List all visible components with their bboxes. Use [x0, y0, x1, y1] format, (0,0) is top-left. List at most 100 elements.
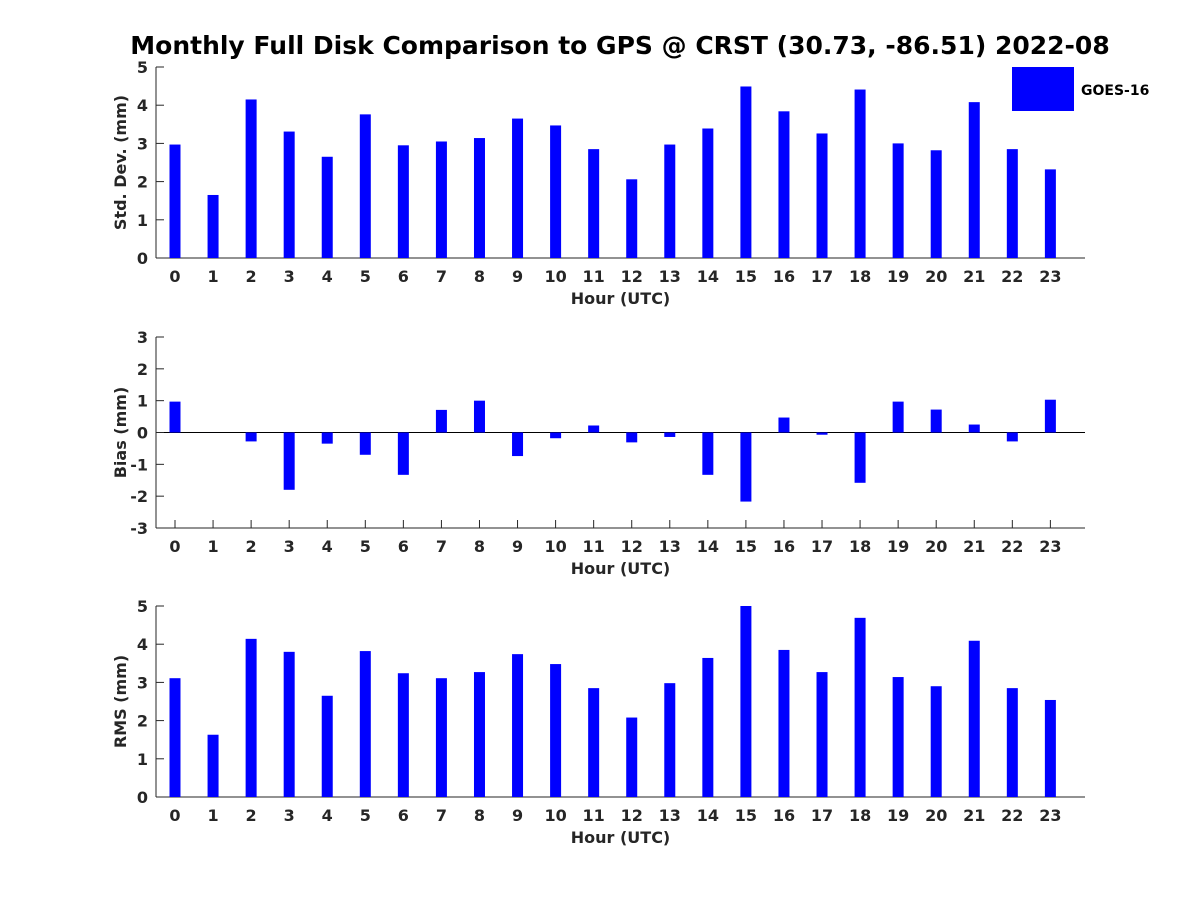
- y-axis-label: Bias (mm): [111, 387, 130, 479]
- x-tick-label: 4: [322, 806, 333, 825]
- bar: [1006, 432, 1018, 442]
- x-tick-label: 10: [544, 806, 566, 825]
- x-tick-label: 3: [284, 537, 295, 556]
- bar: [473, 672, 485, 797]
- x-tick-label: 13: [659, 537, 681, 556]
- x-tick-label: 6: [398, 537, 409, 556]
- bar: [740, 86, 752, 259]
- x-tick-label: 18: [849, 806, 871, 825]
- bar: [778, 417, 790, 433]
- x-tick-label: 14: [697, 537, 719, 556]
- x-tick-label: 13: [659, 267, 681, 286]
- bar: [169, 144, 181, 258]
- x-tick-label: 5: [360, 806, 371, 825]
- bar: [778, 649, 790, 797]
- y-tick-label: 4: [137, 96, 148, 115]
- bar: [968, 640, 980, 797]
- bar: [473, 400, 485, 433]
- bar: [588, 688, 600, 797]
- x-tick-label: 17: [811, 806, 833, 825]
- x-tick-label: 0: [169, 537, 180, 556]
- x-tick-label: 2: [246, 806, 257, 825]
- x-tick-label: 7: [436, 806, 447, 825]
- x-tick-label: 20: [925, 537, 947, 556]
- bar: [245, 638, 257, 797]
- x-tick-label: 21: [963, 537, 985, 556]
- bar: [702, 128, 714, 258]
- x-tick-label: 2: [246, 537, 257, 556]
- bar: [1044, 399, 1056, 433]
- bar: [1044, 169, 1056, 258]
- bar: [588, 149, 600, 258]
- x-tick-label: 7: [436, 267, 447, 286]
- x-tick-label: 19: [887, 806, 909, 825]
- x-tick-label: 1: [207, 267, 218, 286]
- bar: [397, 432, 409, 475]
- bar: [359, 432, 371, 455]
- x-tick-label: 0: [169, 806, 180, 825]
- x-tick-label: 18: [849, 267, 871, 286]
- x-tick-label: 1: [207, 806, 218, 825]
- x-tick-label: 21: [963, 806, 985, 825]
- bar: [702, 432, 714, 475]
- x-tick-label: 11: [583, 537, 605, 556]
- x-tick-label: 19: [887, 267, 909, 286]
- bar: [740, 432, 752, 502]
- bar: [702, 657, 714, 797]
- bar: [1006, 688, 1018, 797]
- x-tick-label: 12: [621, 267, 643, 286]
- x-tick-label: 22: [1001, 267, 1023, 286]
- x-tick-label: 9: [512, 267, 523, 286]
- x-axis-label: Hour (UTC): [571, 289, 671, 308]
- legend: GOES-16: [1012, 67, 1149, 111]
- x-tick-label: 6: [398, 267, 409, 286]
- x-tick-label: 12: [621, 806, 643, 825]
- x-tick-label: 19: [887, 537, 909, 556]
- bar: [968, 102, 980, 258]
- bar: [854, 89, 866, 259]
- bar: [283, 131, 295, 258]
- x-tick-label: 16: [773, 537, 795, 556]
- bar: [930, 409, 942, 433]
- y-tick-label: -3: [130, 519, 148, 538]
- x-tick-label: 11: [583, 806, 605, 825]
- x-tick-label: 10: [544, 267, 566, 286]
- chart-title: Monthly Full Disk Comparison to GPS @ CR…: [130, 31, 1109, 60]
- bar: [664, 144, 676, 258]
- x-tick-label: 10: [544, 537, 566, 556]
- x-tick-label: 23: [1039, 267, 1061, 286]
- y-tick-label: 0: [137, 249, 148, 268]
- x-tick-label: 5: [360, 537, 371, 556]
- x-tick-label: 13: [659, 806, 681, 825]
- y-tick-label: 1: [137, 211, 148, 230]
- x-tick-label: 11: [583, 267, 605, 286]
- x-tick-label: 23: [1039, 537, 1061, 556]
- x-tick-label: 12: [621, 537, 643, 556]
- bar: [169, 678, 181, 797]
- bar: [321, 432, 333, 444]
- bar: [169, 401, 181, 433]
- bar: [816, 432, 828, 435]
- x-tick-label: 15: [735, 267, 757, 286]
- x-tick-label: 9: [512, 537, 523, 556]
- x-tick-label: 20: [925, 806, 947, 825]
- bar: [435, 678, 447, 797]
- y-tick-label: 3: [137, 134, 148, 153]
- bar: [207, 194, 219, 258]
- x-tick-label: 4: [322, 537, 333, 556]
- bar: [1006, 149, 1018, 258]
- bar: [626, 432, 638, 443]
- bar: [245, 99, 257, 258]
- x-tick-label: 14: [697, 267, 719, 286]
- bar: [816, 672, 828, 797]
- bar: [664, 683, 676, 797]
- bar: [626, 179, 638, 258]
- bar: [550, 664, 562, 797]
- legend-swatch: [1012, 67, 1074, 111]
- bar: [512, 654, 524, 797]
- bar: [245, 432, 257, 442]
- bar: [854, 432, 866, 483]
